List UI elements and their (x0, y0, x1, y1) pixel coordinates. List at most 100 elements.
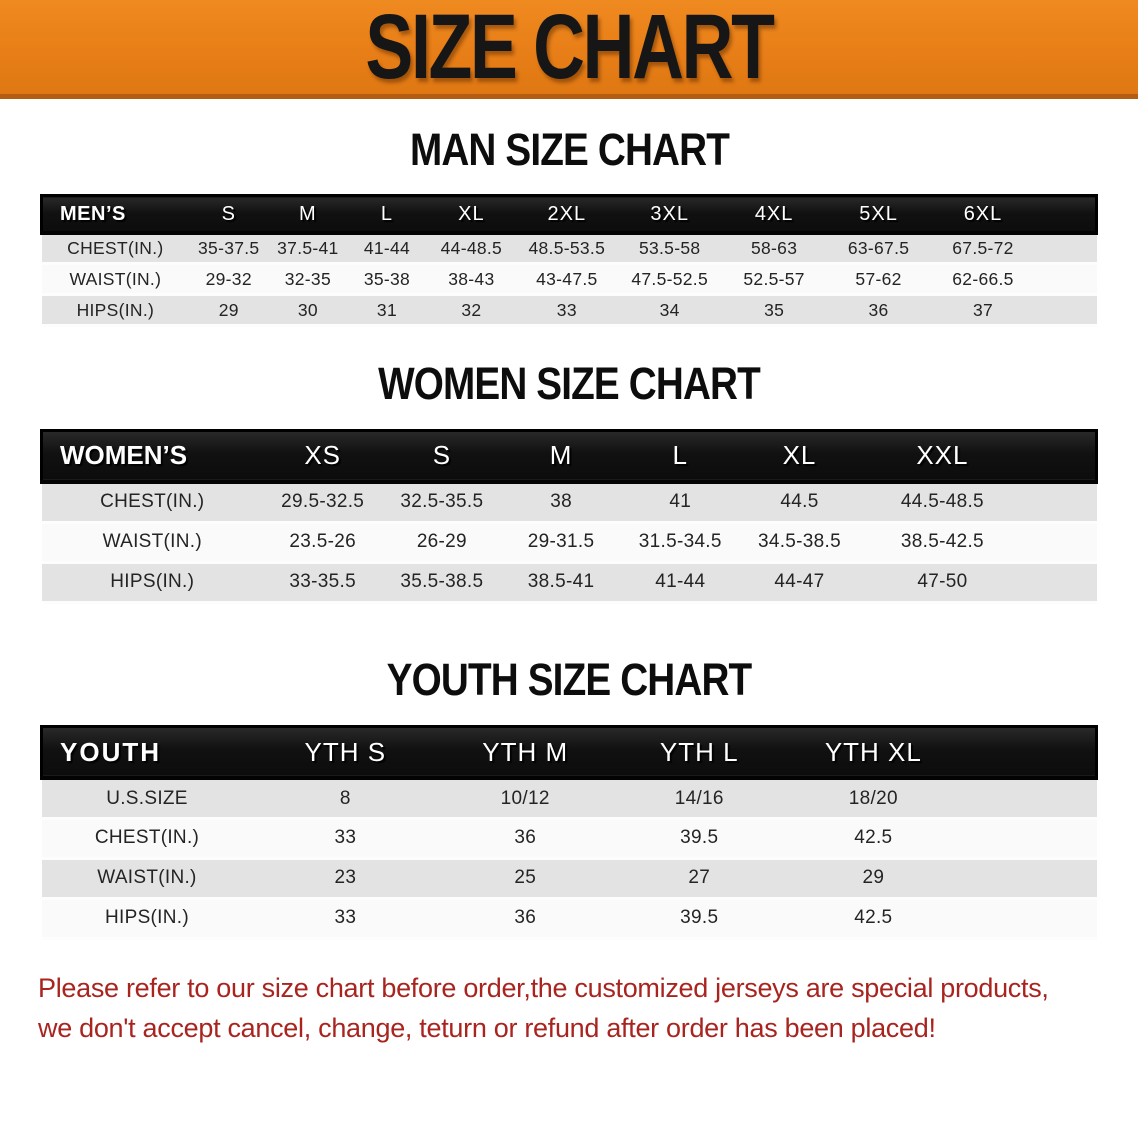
youth-value-cell: 25 (438, 858, 613, 900)
men-value-cell: 37.5-41 (268, 232, 348, 266)
youth-value-cell: 14/16 (612, 778, 787, 820)
women-row-label-cell: HIPS(IN.) (41, 562, 264, 604)
men-value-cell: 35-37.5 (189, 232, 269, 266)
men-row-label-cell: WAIST(IN.) (41, 263, 190, 297)
banner: SIZE CHART (0, 0, 1138, 99)
banner-title-text: SIZE CHART (365, 0, 774, 98)
women-size-column-header: L (620, 428, 740, 484)
youth-table-row: WAIST(IN.) 23 25 27 29 (41, 858, 1097, 900)
youth-value-cell: 33 (252, 898, 439, 940)
women-row-filler-cell (1025, 562, 1097, 604)
men-table-row: CHEST(IN.) 35-37.5 37.5-41 41-44 44-48.5 48.5… (41, 232, 1097, 266)
youth-row-label-cell: CHEST(IN.) (41, 818, 253, 860)
women-value-cell: 38.5-41 (501, 562, 621, 604)
youth-table-row: HIPS(IN.) 33 36 39.5 42.5 (41, 898, 1097, 940)
youth-size-column-header: YTH S (252, 724, 439, 781)
men-value-cell: 35-38 (347, 263, 427, 297)
men-row-label-cell: CHEST(IN.) (41, 232, 190, 266)
women-value-cell: 29-31.5 (501, 522, 621, 564)
youth-value-cell: 10/12 (438, 778, 613, 820)
youth-value-cell: 29 (786, 858, 961, 900)
youth-value-cell: 8 (252, 778, 439, 820)
men-size-column-header: 2XL (516, 194, 618, 235)
women-row-filler-cell (1025, 522, 1097, 564)
men-value-cell: 57-62 (826, 263, 931, 297)
men-size-column-header: 3XL (617, 194, 722, 235)
men-size-column-header: 6XL (930, 194, 1036, 235)
women-value-cell: 38.5-42.5 (859, 522, 1026, 564)
men-value-cell: 63-67.5 (826, 232, 931, 266)
men-value-cell: 32-35 (268, 263, 348, 297)
women-size-table: WOMEN’S XS S M L XL XXL CHEST(IN.) 29.5-32.5 32.5… (40, 428, 1098, 604)
women-table-header-row: WOMEN’S XS S M L XL XXL (40, 428, 1098, 484)
women-section-heading-text: WOMEN SIZE CHART (378, 358, 761, 410)
women-value-cell: 32.5-35.5 (382, 482, 502, 524)
women-size-column-header: XS (263, 428, 383, 484)
women-table-row: CHEST(IN.) 29.5-32.5 32.5-35.5 38 41 44.5 44.5… (41, 482, 1097, 524)
men-value-cell: 32 (426, 294, 517, 328)
youth-row-label-cell: HIPS(IN.) (41, 898, 253, 940)
youth-value-cell: 18/20 (786, 778, 961, 820)
footer-line-1: Please refer to our size chart before or… (38, 972, 1049, 1003)
women-size-column-header: XL (739, 428, 860, 484)
men-table-row: WAIST(IN.) 29-32 32-35 35-38 38-43 43-47.5 47.… (41, 263, 1097, 297)
youth-row-filler-cell (960, 898, 1097, 940)
men-row-label-cell: HIPS(IN.) (41, 294, 190, 328)
men-header-filler-cell (1035, 194, 1099, 235)
women-value-cell: 23.5-26 (263, 522, 383, 564)
men-value-cell: 35 (721, 294, 827, 328)
women-header-filler-cell (1025, 428, 1098, 484)
youth-value-cell: 39.5 (612, 898, 787, 940)
youth-value-cell: 36 (438, 898, 613, 940)
women-table-row: WAIST(IN.) 23.5-26 26-29 29-31.5 31.5-34.5 34… (41, 522, 1097, 564)
footer-line-2: we don't accept cancel, change, teturn o… (38, 1013, 936, 1044)
men-value-cell: 38-43 (426, 263, 517, 297)
men-size-table: MEN’S S M L XL 2XL 3XL 4XL 5XL 6XL CHEST(IN.) 35-37… (40, 194, 1099, 328)
women-value-cell: 47-50 (859, 562, 1026, 604)
women-value-cell: 35.5-38.5 (382, 562, 502, 604)
women-size-column-header: M (501, 428, 621, 484)
men-value-cell: 48.5-53.5 (516, 232, 618, 266)
youth-size-section: YOUTH SIZE CHART YOUTH YTH S YTH M YTH L YTH … (0, 655, 1138, 940)
youth-value-cell: 42.5 (786, 818, 961, 860)
men-size-section: MAN SIZE CHART MEN’S S M L XL 2XL 3XL 4XL 5XL 6XL C… (0, 124, 1138, 328)
banner-title: SIZE CHART (308, 1, 830, 93)
footer-note: Please refer to our size chart before or… (38, 968, 1138, 1049)
youth-table-row: U.S.SIZE 8 10/12 14/16 18/20 (41, 778, 1097, 820)
women-row-label-cell: WAIST(IN.) (41, 522, 264, 564)
men-size-column-header: L (347, 194, 427, 235)
men-row-filler-cell (1035, 232, 1097, 266)
men-group-label-cell: MEN’S (40, 194, 190, 235)
youth-row-label-cell: U.S.SIZE (41, 778, 253, 820)
men-size-column-header: 4XL (721, 194, 827, 235)
men-value-cell: 29 (189, 294, 269, 328)
women-value-cell: 44.5 (739, 482, 860, 524)
youth-value-cell: 23 (252, 858, 439, 900)
men-value-cell: 67.5-72 (930, 232, 1036, 266)
men-section-heading: MAN SIZE CHART (0, 124, 1138, 175)
youth-size-column-header: YTH L (612, 724, 787, 781)
youth-table-header-row: YOUTH YTH S YTH M YTH L YTH XL (40, 724, 1099, 781)
youth-row-label-cell: WAIST(IN.) (41, 858, 253, 900)
men-value-cell: 44-48.5 (426, 232, 517, 266)
youth-row-filler-cell (960, 818, 1097, 860)
women-value-cell: 44.5-48.5 (859, 482, 1026, 524)
women-table-row: HIPS(IN.) 33-35.5 35.5-38.5 38.5-41 41-44 44-… (41, 562, 1097, 604)
youth-value-cell: 27 (612, 858, 787, 900)
women-group-label-cell: WOMEN’S (40, 428, 264, 484)
youth-row-filler-cell (960, 858, 1097, 900)
women-row-label-cell: CHEST(IN.) (41, 482, 264, 524)
women-value-cell: 31.5-34.5 (620, 522, 740, 564)
women-value-cell: 33-35.5 (263, 562, 383, 604)
youth-value-cell: 42.5 (786, 898, 961, 940)
women-value-cell: 41 (620, 482, 740, 524)
men-value-cell: 30 (268, 294, 348, 328)
men-section-heading-text: MAN SIZE CHART (409, 124, 729, 175)
women-size-section: WOMEN SIZE CHART WOMEN’S XS S M L XL XXL CHEST(I… (0, 358, 1138, 604)
men-size-column-header: XL (426, 194, 517, 235)
men-table-header-row: MEN’S S M L XL 2XL 3XL 4XL 5XL 6XL (40, 194, 1099, 235)
men-row-filler-cell (1035, 294, 1097, 328)
youth-size-column-header: YTH XL (786, 724, 961, 781)
women-value-cell: 44-47 (739, 562, 860, 604)
